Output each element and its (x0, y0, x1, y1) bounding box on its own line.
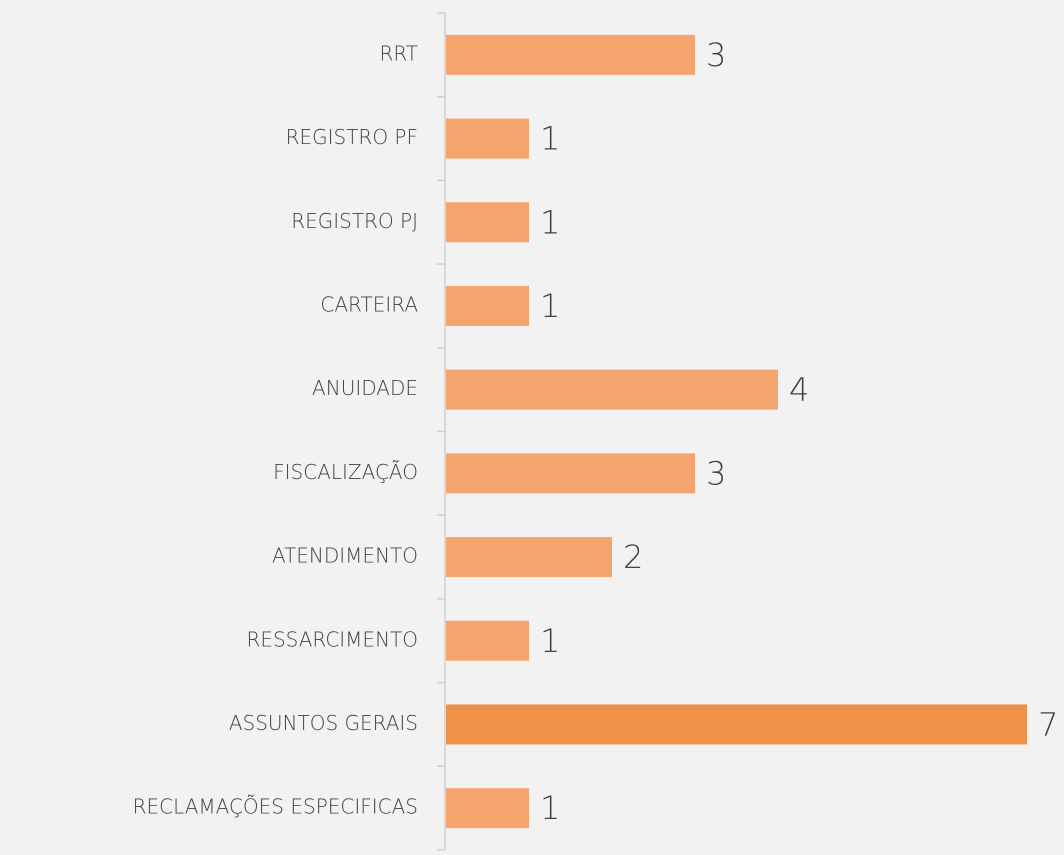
value-label: 1 (540, 287, 560, 325)
bar (446, 202, 529, 243)
value-label: 4 (789, 371, 809, 409)
category-label: RRT (379, 41, 418, 65)
bar (446, 453, 695, 494)
bar (446, 537, 612, 578)
value-label: 1 (540, 622, 560, 660)
value-label: 3 (706, 454, 726, 492)
bar (446, 34, 695, 75)
category-label: ATENDIMENTO (272, 544, 418, 568)
bar (446, 285, 529, 326)
category-label: CARTEIRA (320, 292, 418, 316)
bar (446, 788, 529, 829)
category-label: REGISTRO PJ (291, 209, 418, 233)
value-label: 3 (706, 36, 726, 74)
category-label: REGISTRO PF (286, 125, 418, 149)
bar (446, 704, 1027, 745)
value-label: 1 (540, 789, 560, 827)
value-label: 7 (1038, 705, 1058, 743)
category-label: RECLAMAÇÕES ESPECIFICAS (133, 795, 418, 819)
category-label: ANUIDADE (312, 376, 418, 400)
category-label: FISCALIZAÇÃO (273, 460, 418, 484)
bar (446, 369, 778, 410)
bar (446, 118, 529, 159)
value-label: 2 (623, 538, 643, 576)
value-label: 1 (540, 203, 560, 241)
category-label: ASSUNTOS GERAIS (229, 711, 418, 735)
bar (446, 620, 529, 661)
value-label: 1 (540, 120, 560, 158)
category-label: RESSARCIMENTO (246, 627, 418, 651)
